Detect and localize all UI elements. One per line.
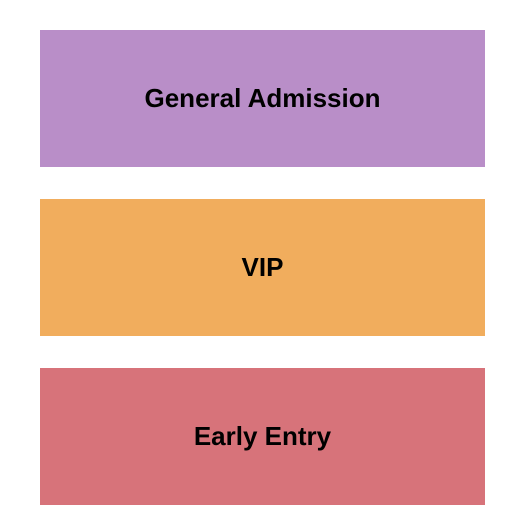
section-label: VIP xyxy=(242,252,284,283)
section-label: General Admission xyxy=(145,83,381,114)
section-early-entry[interactable]: Early Entry xyxy=(40,368,485,505)
section-general-admission[interactable]: General Admission xyxy=(40,30,485,167)
section-vip[interactable]: VIP xyxy=(40,199,485,336)
section-label: Early Entry xyxy=(194,421,331,452)
